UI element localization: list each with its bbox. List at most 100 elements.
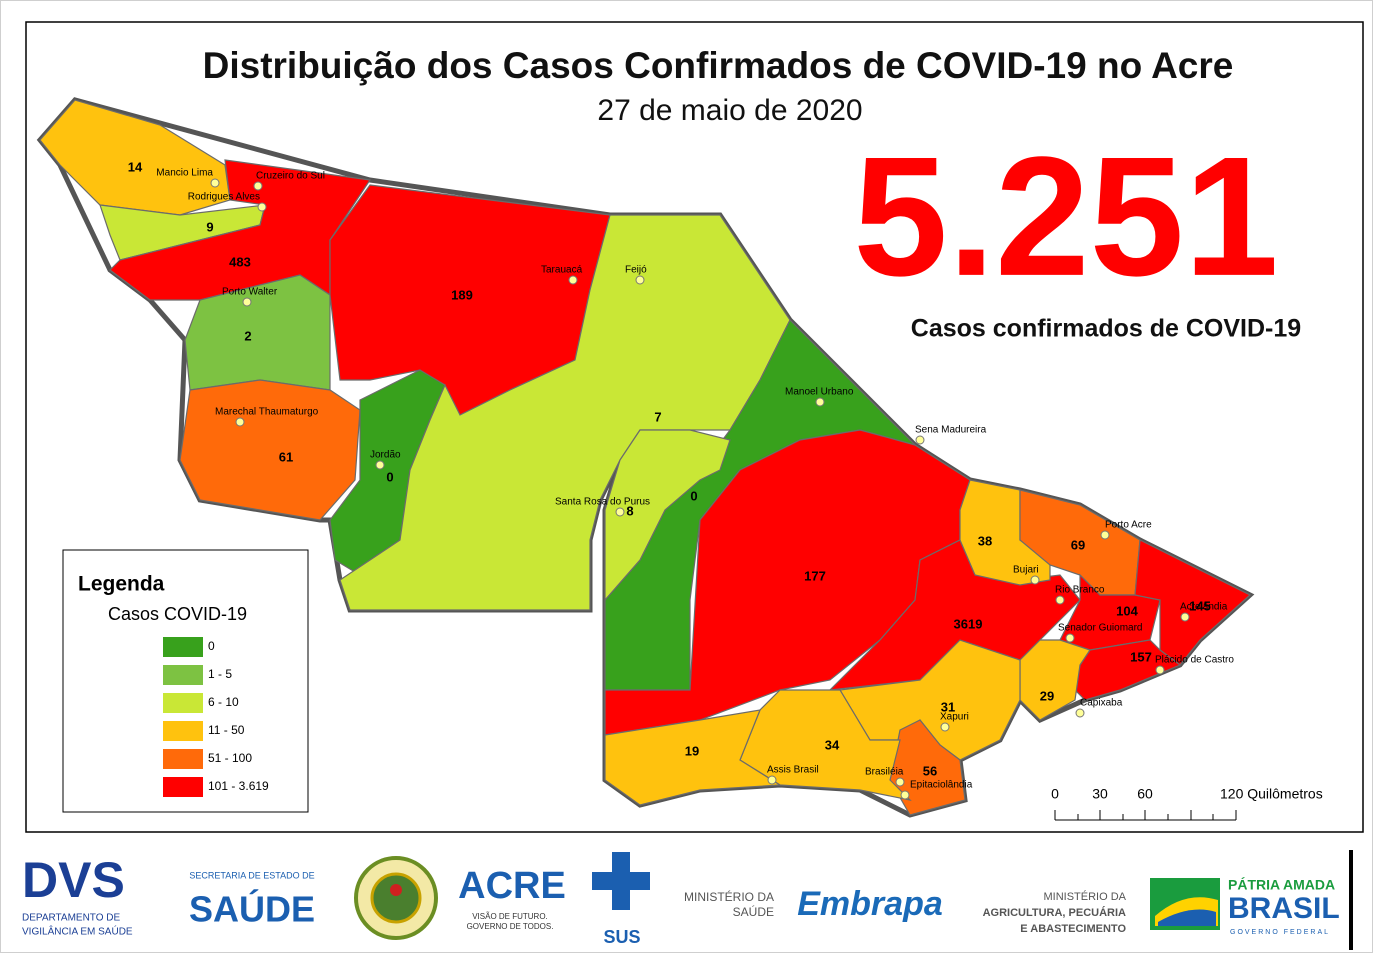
city-point <box>257 202 267 212</box>
legend-label: 101 - 3.619 <box>208 779 269 793</box>
city-point <box>1075 708 1085 718</box>
count-label: 14 <box>128 159 143 174</box>
city-label: Marechal Thaumaturgo <box>215 407 319 418</box>
city-point <box>615 507 625 517</box>
city-label: Mancio Lima <box>156 168 213 179</box>
city-point <box>1180 612 1190 622</box>
legend: Legenda Casos COVID-19 0 1 - 5 6 - 10 11 - … <box>62 549 309 813</box>
count-label: 145 <box>1189 598 1211 613</box>
city-point <box>253 181 263 191</box>
city-point <box>568 275 578 285</box>
acre-sub: GOVERNO DE TODOS. <box>467 922 554 931</box>
count-label: 61 <box>279 449 293 464</box>
count-label: 2 <box>244 328 251 343</box>
city-point <box>940 722 950 732</box>
count-label: 177 <box>804 568 826 583</box>
legend-swatch <box>163 777 203 797</box>
dvs-sub: DEPARTAMENTO DE <box>22 913 120 924</box>
city-point <box>235 417 245 427</box>
sus-logo: SUS <box>603 927 640 947</box>
date: 27 de maio de 2020 <box>597 94 862 127</box>
count-label: 31 <box>941 699 955 714</box>
municipality <box>179 379 361 521</box>
total: 5.251 <box>853 122 1278 312</box>
city-point <box>915 435 925 445</box>
legend-swatch <box>163 721 203 741</box>
legend-items: 0 1 - 5 6 - 10 11 - 50 51 - 100 101 - 3.619 <box>163 637 269 797</box>
city-label: Rio Branco <box>1055 585 1105 596</box>
count-label: 3619 <box>954 616 983 631</box>
city-point <box>210 178 220 188</box>
legend-swatch <box>163 749 203 769</box>
dvs-sub: VIGILÂNCIA EM SAÚDE <box>22 925 133 938</box>
count-label: 0 <box>386 469 393 484</box>
city-point <box>1030 575 1040 585</box>
city-point <box>815 397 825 407</box>
city-point <box>1100 530 1110 540</box>
sus-cross <box>592 852 650 910</box>
count-label: 69 <box>1071 537 1085 552</box>
scale-label: 60 <box>1137 786 1153 802</box>
city-point <box>1055 595 1065 605</box>
city-label: Bujari <box>1013 565 1039 576</box>
city-label: Epitaciolândia <box>910 780 973 791</box>
footer: DVS DEPARTAMENTO DE VIGILÂNCIA EM SAÚDE … <box>22 850 1353 950</box>
gov-federal: GOVERNO FEDERAL <box>1230 929 1330 936</box>
city-label: Jordão <box>370 450 401 461</box>
total-label: Casos confirmados de COVID-19 <box>911 315 1301 343</box>
legend-label: 51 - 100 <box>208 751 252 765</box>
municipality <box>604 709 782 806</box>
count-label: 189 <box>451 287 473 302</box>
city-point <box>895 777 905 787</box>
legend-label: 11 - 50 <box>208 723 245 737</box>
count-label: 483 <box>229 254 251 269</box>
legend-title: Legenda <box>78 573 165 596</box>
city-label: Santa Rosa do Purus <box>555 497 650 508</box>
legend-label: 0 <box>208 639 215 653</box>
city-point <box>900 790 910 800</box>
legend-swatch <box>163 665 203 685</box>
scale-bar: 0 30 60 120 Quilômetros <box>1051 786 1323 821</box>
city-point <box>1155 665 1165 675</box>
map: Mancio Lima 14 Rodrigues Alves 9 Cruzeiro do… <box>36 97 1255 818</box>
city-point <box>242 297 252 307</box>
count-label: 7 <box>654 409 661 424</box>
mapa-logo: MINISTÉRIO DA <box>1043 890 1126 903</box>
acre-sub: VISÃO DE FUTURO. <box>472 912 548 921</box>
count-label: 56 <box>923 763 937 778</box>
mapa-logo: E ABASTECIMENTO <box>1020 923 1126 935</box>
patria: PÁTRIA AMADA <box>1228 877 1335 893</box>
city-label: Manoel Urbano <box>785 387 854 398</box>
title: Distribuição dos Casos Confirmados de CO… <box>203 45 1234 86</box>
city-label: Plácido de Castro <box>1155 655 1234 666</box>
city-label: Brasiléia <box>865 767 904 778</box>
municipality <box>1019 639 1091 721</box>
city-label: Porto Walter <box>222 287 278 298</box>
city-label: Acrelândia <box>1180 602 1228 613</box>
city-label: Sena Madureira <box>915 425 987 436</box>
city-label: Cruzeiro do Sul <box>256 171 325 182</box>
count-label: 104 <box>1116 603 1138 618</box>
legend-label: 6 - 10 <box>208 695 239 709</box>
city-point <box>375 460 385 470</box>
city-point <box>1065 633 1075 643</box>
city-label: Xapuri <box>940 712 969 723</box>
city-label: Assis Brasil <box>767 765 819 776</box>
city-label: Tarauacá <box>541 265 583 276</box>
city-label: Capixaba <box>1080 698 1123 709</box>
acre-logo: ACRE <box>458 865 566 907</box>
mapa-logo: AGRICULTURA, PECUÁRIA <box>983 906 1126 919</box>
count-label: 9 <box>206 219 213 234</box>
coat-of-arms <box>354 856 438 940</box>
legend-swatch <box>163 637 203 657</box>
count-label: 157 <box>1130 649 1152 664</box>
municipality <box>604 429 731 602</box>
dvs-logo: DVS <box>22 852 125 908</box>
city-point <box>635 275 645 285</box>
saude-logo: SAÚDE <box>189 888 315 930</box>
brasil-flag <box>1150 878 1220 930</box>
ms-logo: MINISTÉRIO DA <box>684 889 774 904</box>
scale-ticks <box>1054 810 1237 820</box>
count-label: 34 <box>825 737 840 752</box>
